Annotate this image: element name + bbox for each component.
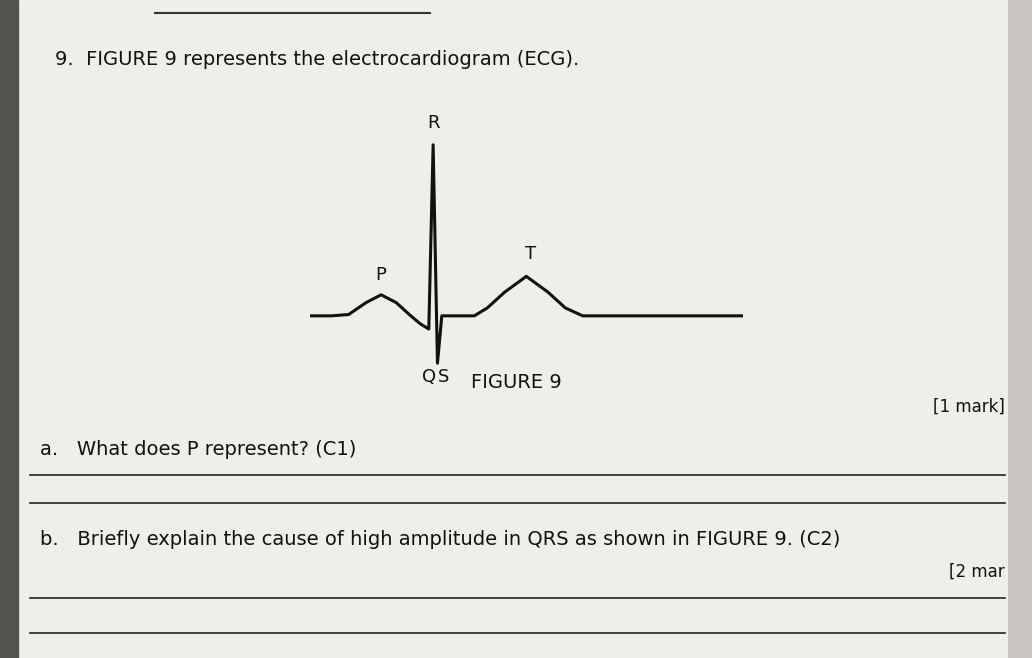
Text: R: R [427,114,440,132]
FancyBboxPatch shape [18,0,1008,658]
Text: [1 mark]: [1 mark] [933,398,1005,416]
Text: b.   Briefly explain the cause of high amplitude in QRS as shown in FIGURE 9. (C: b. Briefly explain the cause of high amp… [40,530,840,549]
Text: [2 mar: [2 mar [949,563,1005,581]
Text: 9.  FIGURE 9 represents the electrocardiogram (ECG).: 9. FIGURE 9 represents the electrocardio… [55,50,579,69]
Text: T: T [525,245,537,263]
Text: FIGURE 9: FIGURE 9 [471,373,561,392]
Text: Q: Q [422,368,436,386]
Text: S: S [439,368,450,386]
Text: P: P [376,266,387,284]
Text: a.   What does P represent? (C1): a. What does P represent? (C1) [40,440,356,459]
Bar [0,0,18,658]
